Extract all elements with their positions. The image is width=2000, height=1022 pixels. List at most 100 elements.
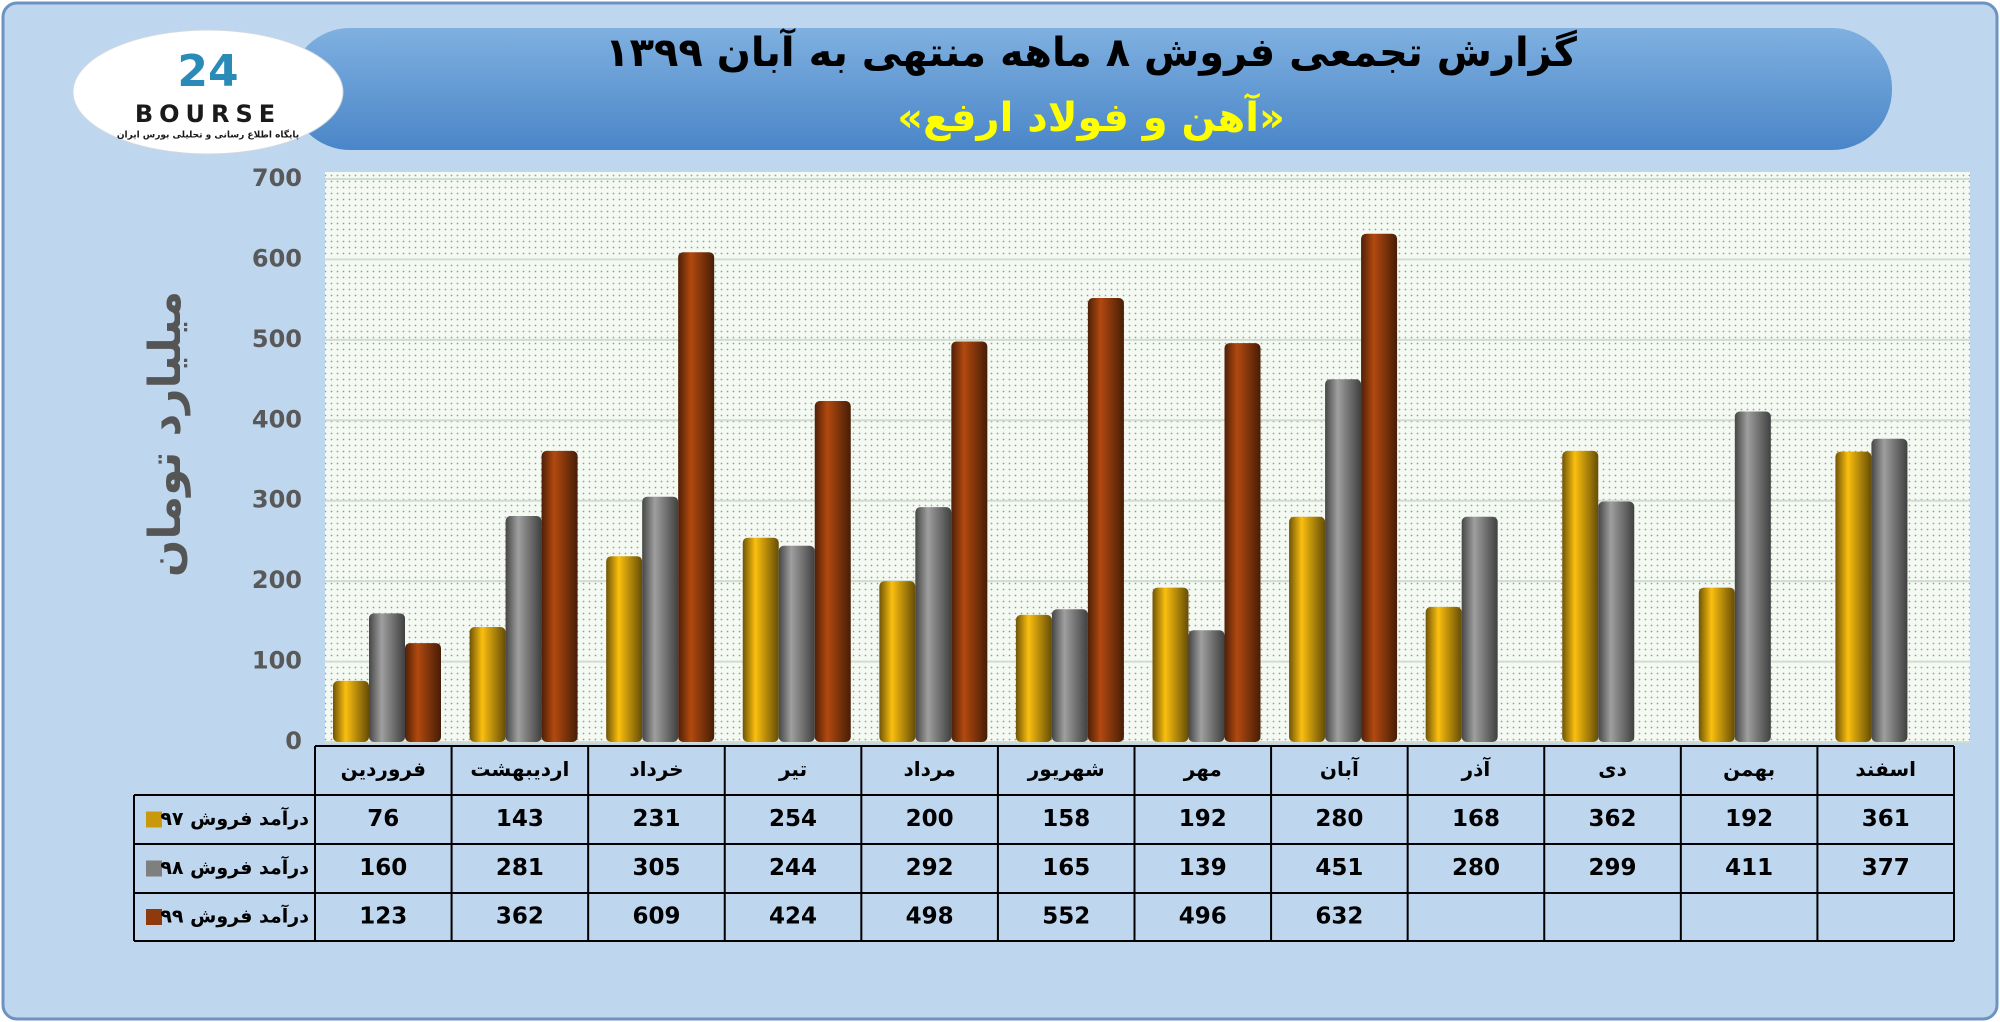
logo-mark: 24 [177, 46, 238, 97]
y-tick-label: 200 [252, 566, 302, 594]
table-value: 254 [769, 806, 817, 832]
table-value: 299 [1589, 855, 1637, 881]
table-value: 192 [1725, 806, 1773, 832]
bar [1152, 587, 1189, 742]
bar [1361, 233, 1398, 743]
table-value: 292 [906, 855, 954, 881]
table-value: 158 [1042, 806, 1090, 832]
x-tick-label: مهر [1183, 757, 1222, 781]
y-tick-label: 400 [252, 405, 302, 433]
x-tick-label: تیر [778, 757, 807, 781]
x-tick-label: اردیبهشت [470, 757, 569, 781]
logo-subtitle: پایگاه اطلاع رسانی و تحلیلی بورس ایران [117, 129, 299, 141]
bar [814, 400, 851, 742]
x-tick-label: آبان [1320, 756, 1360, 781]
table-value: 244 [769, 855, 817, 881]
table-value: 168 [1452, 806, 1500, 832]
y-tick-label: 300 [252, 486, 302, 514]
table-value: 143 [496, 806, 544, 832]
table-value: 496 [1179, 904, 1227, 930]
x-tick-label: دی [1598, 757, 1627, 781]
title-banner [290, 28, 1892, 150]
bar [642, 496, 679, 742]
table-value: 165 [1042, 855, 1090, 881]
bar [1871, 438, 1908, 742]
bar [1461, 516, 1498, 742]
legend-swatch [146, 811, 162, 828]
bar [678, 252, 715, 742]
bar [1835, 451, 1872, 742]
table-value: 361 [1862, 806, 1910, 832]
table-value: 305 [632, 855, 680, 881]
y-tick-label: 600 [252, 244, 302, 272]
x-tick-label: آذر [1461, 756, 1492, 781]
y-tick-label: 500 [252, 325, 302, 353]
bar [778, 545, 815, 742]
table-value: 609 [632, 904, 680, 930]
logo-badge [72, 29, 344, 155]
bar [1051, 609, 1088, 742]
bar [879, 581, 916, 742]
bar [951, 341, 988, 742]
bar [469, 626, 506, 742]
table-value: 200 [906, 806, 954, 832]
legend-label: درآمد فروش ۹۷ [160, 806, 309, 830]
bar [1562, 450, 1599, 742]
table-value: 160 [359, 855, 407, 881]
table-value: 139 [1179, 855, 1227, 881]
bar [742, 537, 779, 742]
bar [915, 507, 952, 742]
legend-swatch [146, 860, 162, 877]
chart-subtitle: «آهن و فولاد ارفع» [897, 92, 1285, 141]
table-value: 632 [1315, 904, 1363, 930]
bar [1188, 630, 1225, 742]
y-tick-label: 0 [285, 727, 302, 755]
bar [1325, 379, 1362, 742]
table-value: 76 [367, 806, 399, 832]
table-value: 362 [1589, 806, 1637, 832]
table-value: 280 [1315, 806, 1363, 832]
x-tick-label: بهمن [1723, 757, 1775, 781]
bar [405, 643, 441, 742]
plot-area [325, 172, 1970, 742]
table-value: 280 [1452, 855, 1500, 881]
x-tick-label: شهریور [1027, 757, 1105, 781]
table-value: 498 [906, 904, 954, 930]
table-value: 362 [496, 904, 544, 930]
x-tick-label: فروردین [341, 757, 426, 781]
x-tick-label: مرداد [904, 757, 956, 781]
legend-label: درآمد فروش ۹۹ [160, 904, 309, 928]
table-value: 231 [632, 806, 680, 832]
chart-title: گزارش تجمعی فروش ۸ ماهه منتهی به آبان ۱۳… [605, 27, 1577, 76]
bar [1087, 298, 1124, 742]
table-value: 424 [769, 904, 817, 930]
x-tick-label: خرداد [629, 757, 683, 781]
table-value: 411 [1725, 855, 1773, 881]
table-value: 123 [359, 904, 407, 930]
bar [1734, 411, 1771, 742]
table-value: 192 [1179, 806, 1227, 832]
bar [1698, 587, 1735, 742]
bar [1015, 614, 1052, 742]
y-axis-label: میلیارد تومان [140, 291, 191, 577]
bar [505, 515, 542, 742]
bar [333, 680, 369, 742]
bar [1425, 606, 1462, 742]
table-value: 552 [1042, 904, 1090, 930]
bar [541, 450, 578, 742]
x-tick-label: اسفند [1855, 757, 1916, 781]
bar [369, 613, 405, 742]
bar [1224, 343, 1261, 742]
legend-swatch [146, 909, 162, 925]
table-value: 451 [1315, 855, 1363, 881]
table-value: 281 [496, 855, 544, 881]
table-value: 377 [1862, 855, 1910, 881]
legend-label: درآمد فروش ۹۸ [160, 855, 309, 879]
logo-text: BOURSE [135, 100, 281, 128]
bar [1289, 516, 1326, 742]
bar [606, 556, 643, 742]
y-tick-label: 700 [252, 164, 302, 192]
bar [1598, 501, 1635, 742]
y-tick-label: 100 [252, 647, 302, 675]
